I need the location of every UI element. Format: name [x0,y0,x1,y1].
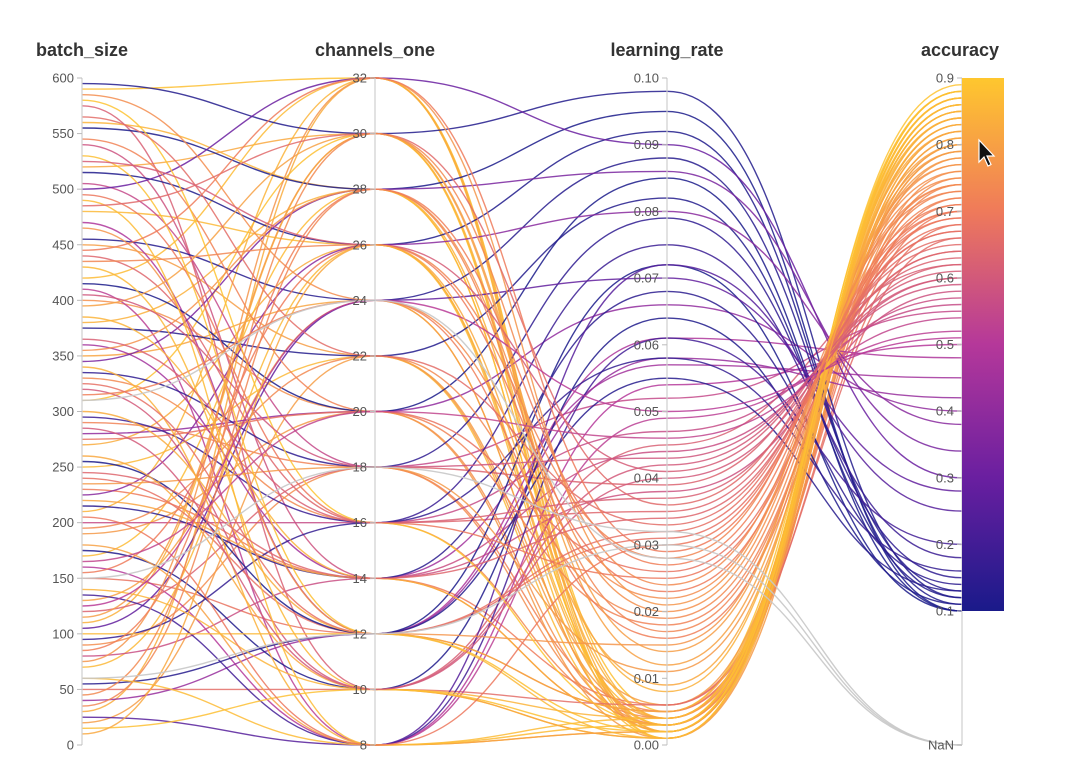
tick-label-learning-rate: 0.02 [634,604,659,619]
tick-label-accuracy: 0.1 [936,604,954,619]
tick-label-channels-one: 8 [360,738,367,753]
run-line-23[interactable] [82,237,963,706]
run-line-58[interactable] [81,210,963,496]
run-line-54[interactable] [81,377,963,685]
tick-label-channels-one: 20 [353,404,367,419]
tick-label-learning-rate: 0.09 [634,137,659,152]
run-line-93[interactable] [81,283,963,468]
tick-label-batch-size: 150 [52,571,74,586]
axis-title-batch-size[interactable]: batch_size [36,40,128,60]
run-line-103[interactable] [81,130,963,735]
tick-label-learning-rate: 0.03 [634,537,659,552]
axis-title-accuracy[interactable]: accuracy [921,40,999,60]
run-line-49[interactable] [81,264,963,635]
tick-label-batch-size: 450 [52,237,74,252]
run-line-105[interactable] [81,466,963,746]
run-line-97[interactable] [81,250,963,580]
tick-label-channels-one: 16 [353,515,367,530]
tick-label-accuracy: 0.4 [936,404,954,419]
tick-label-batch-size: 550 [52,126,74,141]
tick-label-batch-size: 200 [52,515,74,530]
run-line-42[interactable] [81,110,963,612]
tick-label-learning-rate: 0.08 [634,204,659,219]
tick-label-learning-rate: 0.04 [634,471,659,486]
tick-label-channels-one: 24 [353,293,367,308]
run-line-11[interactable] [81,197,963,713]
tick-label-accuracy: 0.2 [936,537,954,552]
tick-label-channels-one: 32 [353,71,367,86]
tick-label-channels-one: 22 [353,348,367,363]
run-line-88[interactable] [81,90,963,733]
tick-label-batch-size: 250 [52,460,74,475]
tick-label-channels-one: 30 [353,126,367,141]
tick-label-accuracy: 0.7 [936,204,954,219]
axis-title-channels-one[interactable]: channels_one [315,40,435,60]
axes-layer: batch_size600550500450400350300250200150… [36,40,999,753]
tick-label-batch-size: 500 [52,182,74,197]
tick-label-batch-size: 600 [52,71,74,86]
tick-label-batch-size: 100 [52,626,74,641]
run-lines-layer [81,77,963,746]
run-line-96[interactable] [81,277,963,691]
tick-label-channels-one: 14 [353,571,367,586]
run-line-16[interactable] [81,157,963,740]
tick-label-batch-size: 400 [52,293,74,308]
accuracy-colorbar[interactable] [962,78,1004,611]
tick-label-accuracy: 0.5 [936,337,954,352]
run-line-106[interactable] [81,544,963,746]
axis-title-learning-rate[interactable]: learning_rate [610,40,723,60]
tick-label-channels-one: 18 [353,460,367,475]
tick-label-learning-rate: 0.01 [634,671,659,686]
run-line-100[interactable] [81,299,963,607]
run-line-14[interactable] [81,210,963,706]
tick-label-learning-rate: 0.10 [634,71,659,86]
tick-label-accuracy: 0.8 [936,137,954,152]
tick-label-accuracy: 0.9 [936,71,954,86]
tick-label-channels-one: 12 [353,626,367,641]
tick-label-accuracy: 0.6 [936,270,954,285]
tick-label-accuracy: 0.3 [936,470,954,485]
tick-label-learning-rate: 0.05 [634,404,659,419]
mouse-cursor-icon [978,138,996,167]
run-line-87[interactable] [81,97,963,746]
tick-label-channels-one: 26 [353,237,367,252]
run-line-29[interactable] [81,221,963,635]
run-line-46[interactable] [81,197,963,599]
tick-label-accuracy: NaN [928,738,954,753]
run-line-26[interactable] [81,105,963,691]
tick-label-learning-rate: 0.07 [634,271,659,286]
tick-label-batch-size: 50 [60,682,74,697]
run-line-44[interactable] [81,157,963,592]
tick-label-channels-one: 10 [353,682,367,697]
run-line-48[interactable] [81,244,963,559]
tick-label-batch-size: 350 [52,348,74,363]
run-line-75[interactable] [81,84,963,726]
tick-label-batch-size: 300 [52,404,74,419]
run-line-102[interactable] [81,132,963,696]
run-line-104[interactable] [81,299,963,746]
tick-label-learning-rate: 0.00 [634,738,659,753]
tick-label-learning-rate: 0.06 [634,337,659,352]
tick-label-channels-one: 28 [353,182,367,197]
tick-label-batch-size: 0 [67,738,74,753]
run-line-91[interactable] [81,132,963,506]
run-line-6[interactable] [81,170,963,726]
